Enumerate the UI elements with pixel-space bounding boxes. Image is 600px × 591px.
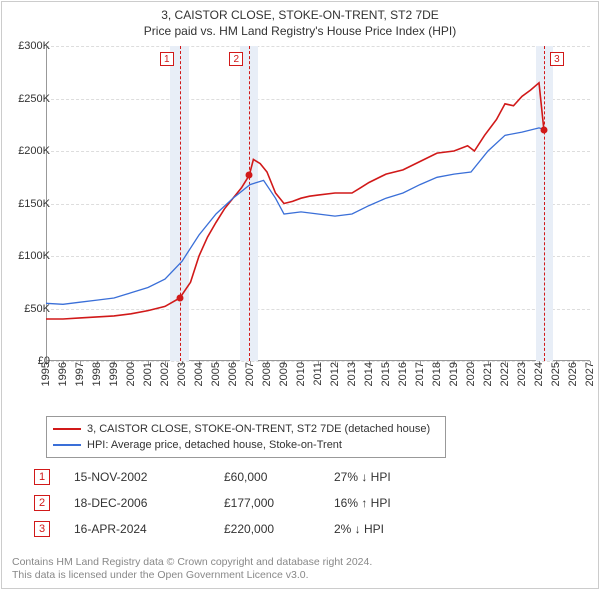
x-axis-label: 2024 [533, 362, 545, 386]
legend-item-2: HPI: Average price, detached house, Stok… [53, 437, 439, 453]
x-axis-label: 2022 [499, 362, 511, 386]
sale-event-row: 2 18-DEC-2006£177,00016% ↑ HPI [34, 490, 444, 516]
sale-event-delta: 2% ↓ HPI [334, 522, 444, 536]
x-axis-label: 2017 [414, 362, 426, 386]
footer-line-1: Contains HM Land Registry data © Crown c… [12, 556, 372, 569]
x-axis-label: 2007 [244, 362, 256, 386]
sale-event-row: 1 15-NOV-2002£60,00027% ↓ HPI [34, 464, 444, 490]
x-axis-label: 2025 [550, 362, 562, 386]
x-axis-label: 2018 [431, 362, 443, 386]
legend-swatch-2 [53, 444, 81, 446]
x-axis-label: 2014 [363, 362, 375, 386]
series-line [46, 83, 544, 319]
event-marker-2: 2 [229, 52, 243, 66]
x-axis-label: 1997 [74, 362, 86, 386]
sale-event-price: £60,000 [224, 470, 334, 484]
x-axis-label: 2006 [227, 362, 239, 386]
sale-event-num: 2 [34, 495, 50, 511]
x-axis-label: 2021 [482, 362, 494, 386]
x-axis-label: 2011 [312, 362, 324, 386]
sale-point [176, 295, 183, 302]
x-axis-label: 2001 [142, 362, 154, 386]
event-marker-3: 3 [550, 52, 564, 66]
legend-label-2: HPI: Average price, detached house, Stok… [87, 437, 342, 453]
sale-event-row: 3 16-APR-2024£220,0002% ↓ HPI [34, 516, 444, 542]
sale-point [540, 127, 547, 134]
x-axis-label: 1995 [40, 362, 52, 386]
footer-attribution: Contains HM Land Registry data © Crown c… [12, 556, 372, 582]
x-axis-label: 2016 [397, 362, 409, 386]
x-axis-label: 2002 [159, 362, 171, 386]
legend: 3, CAISTOR CLOSE, STOKE-ON-TRENT, ST2 7D… [46, 416, 446, 458]
legend-label-1: 3, CAISTOR CLOSE, STOKE-ON-TRENT, ST2 7D… [87, 421, 430, 437]
sale-event-price: £177,000 [224, 496, 334, 510]
sale-events-table: 1 15-NOV-2002£60,00027% ↓ HPI 2 18-DEC-2006… [34, 464, 444, 542]
x-axis-label: 1999 [108, 362, 120, 386]
x-axis-label: 2015 [380, 362, 392, 386]
series-line [46, 128, 546, 304]
titles: 3, CAISTOR CLOSE, STOKE-ON-TRENT, ST2 7D… [2, 2, 598, 40]
sale-event-delta: 27% ↓ HPI [334, 470, 444, 484]
sale-point [246, 172, 253, 179]
x-axis-label: 2010 [295, 362, 307, 386]
sale-event-date: 15-NOV-2002 [74, 470, 224, 484]
chart-title-address: 3, CAISTOR CLOSE, STOKE-ON-TRENT, ST2 7D… [2, 8, 598, 22]
x-axis-label: 2003 [176, 362, 188, 386]
x-axis-label: 2000 [125, 362, 137, 386]
x-axis-label: 2005 [210, 362, 222, 386]
x-axis-label: 2008 [261, 362, 273, 386]
x-axis-label: 2012 [329, 362, 341, 386]
chart-subtitle: Price paid vs. HM Land Registry's House … [2, 24, 598, 38]
x-axis-label: 2020 [465, 362, 477, 386]
legend-item-1: 3, CAISTOR CLOSE, STOKE-ON-TRENT, ST2 7D… [53, 421, 439, 437]
sale-event-num: 3 [34, 521, 50, 537]
x-axis-label: 2019 [448, 362, 460, 386]
x-axis-label: 1998 [91, 362, 103, 386]
sale-event-price: £220,000 [224, 522, 334, 536]
footer-line-2: This data is licensed under the Open Gov… [12, 569, 372, 582]
series-lines [46, 46, 590, 361]
x-axis-label: 2009 [278, 362, 290, 386]
chart-container: 3, CAISTOR CLOSE, STOKE-ON-TRENT, ST2 7D… [1, 1, 599, 589]
chart-plot-area: 1 2 3 [46, 46, 590, 361]
x-axis-label: 2004 [193, 362, 205, 386]
sale-event-date: 16-APR-2024 [74, 522, 224, 536]
x-axis-label: 2027 [584, 362, 596, 386]
legend-swatch-1 [53, 428, 81, 430]
x-axis-label: 1996 [57, 362, 69, 386]
sale-event-date: 18-DEC-2006 [74, 496, 224, 510]
sale-event-num: 1 [34, 469, 50, 485]
event-marker-1: 1 [160, 52, 174, 66]
x-axis-label: 2026 [567, 362, 579, 386]
x-axis-label: 2013 [346, 362, 358, 386]
x-axis-label: 2023 [516, 362, 528, 386]
sale-event-delta: 16% ↑ HPI [334, 496, 444, 510]
